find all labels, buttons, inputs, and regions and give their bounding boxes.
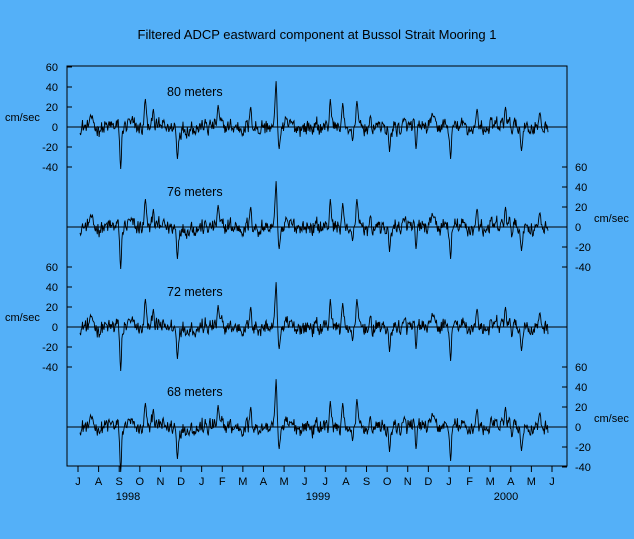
y-tick-label-3-2: 20 bbox=[46, 302, 58, 314]
y-tick-label-4-3: 0 bbox=[575, 422, 581, 434]
year-label-1: 1999 bbox=[306, 491, 330, 503]
series-label-1: 80 meters bbox=[167, 85, 223, 99]
series-label-3: 72 meters bbox=[167, 285, 223, 299]
y-tick-label-4-4: -20 bbox=[575, 442, 591, 454]
panel-3: 72 meters 60 40 20 0 -20 -40 cm/sec bbox=[5, 262, 567, 374]
x-tick-label-7: F bbox=[219, 476, 226, 488]
y-unit-label-3: cm/sec bbox=[5, 312, 40, 324]
series-label-2: 76 meters bbox=[167, 185, 223, 199]
x-tick-label-15: O bbox=[383, 476, 392, 488]
panel-1: 80 meters 60 40 20 0 -20 -40 cm/sec bbox=[5, 62, 567, 174]
y-tick-label-2-1: 40 bbox=[575, 182, 587, 194]
y-tick-label-3-3: 0 bbox=[52, 322, 58, 334]
y-tick-label-1-4: -20 bbox=[42, 142, 58, 154]
y-tick-label-3-1: 40 bbox=[46, 282, 58, 294]
x-tick-label-14: S bbox=[363, 476, 370, 488]
panels: 80 meters 60 40 20 0 -20 -40 cm/sec 76 meters 60 4… bbox=[5, 62, 629, 474]
x-tick-label-9: A bbox=[260, 476, 268, 488]
x-tick-label-21: A bbox=[507, 476, 515, 488]
y-tick-label-4-0: 60 bbox=[575, 362, 587, 374]
y-unit-label-4: cm/sec bbox=[594, 413, 629, 425]
y-unit-label-1: cm/sec bbox=[5, 112, 40, 124]
x-tick-label-17: D bbox=[424, 476, 432, 488]
y-tick-label-4-5: -40 bbox=[575, 462, 591, 474]
x-tick-label-0: J bbox=[75, 476, 81, 488]
y-tick-label-2-0: 60 bbox=[575, 162, 587, 174]
x-tick-label-10: M bbox=[280, 476, 289, 488]
x-tick-label-23: J bbox=[549, 476, 555, 488]
y-tick-label-4-2: 20 bbox=[575, 402, 587, 414]
y-tick-label-1-3: 0 bbox=[52, 122, 58, 134]
x-tick-label-4: N bbox=[156, 476, 164, 488]
y-tick-label-1-1: 40 bbox=[46, 82, 58, 94]
panel-2: 76 meters 60 40 20 0 -20 -40 cm/sec bbox=[67, 162, 629, 274]
x-tick-label-19: F bbox=[466, 476, 473, 488]
series-line-2 bbox=[79, 181, 549, 270]
y-tick-label-2-4: -20 bbox=[575, 242, 591, 254]
year-label-0: 1998 bbox=[116, 491, 140, 503]
x-tick-label-20: M bbox=[486, 476, 495, 488]
y-tick-label-3-0: 60 bbox=[46, 262, 58, 274]
x-tick-label-13: A bbox=[342, 476, 350, 488]
y-tick-label-2-5: -40 bbox=[575, 262, 591, 274]
x-tick-label-11: J bbox=[302, 476, 308, 488]
x-tick-label-16: N bbox=[404, 476, 412, 488]
y-unit-label-2: cm/sec bbox=[594, 213, 629, 225]
series-line-4 bbox=[79, 379, 549, 473]
y-tick-label-3-5: -40 bbox=[42, 362, 58, 374]
chart-title: Filtered ADCP eastward component at Buss… bbox=[138, 27, 497, 42]
plot-frame bbox=[66, 65, 568, 467]
y-tick-label-2-2: 20 bbox=[575, 202, 587, 214]
x-tick-label-8: M bbox=[238, 476, 247, 488]
x-tick-label-3: O bbox=[136, 476, 145, 488]
x-tick-label-18: J bbox=[446, 476, 452, 488]
x-tick-label-6: J bbox=[199, 476, 205, 488]
y-tick-label-1-2: 20 bbox=[46, 102, 58, 114]
series-label-4: 68 meters bbox=[167, 385, 223, 399]
series-line-1 bbox=[79, 81, 549, 170]
y-tick-label-2-3: 0 bbox=[575, 222, 581, 234]
y-tick-label-3-4: -20 bbox=[42, 342, 58, 354]
y-tick-label-1-5: -40 bbox=[42, 162, 58, 174]
x-tick-label-2: S bbox=[116, 476, 123, 488]
x-tick-label-22: M bbox=[527, 476, 536, 488]
x-tick-label-12: J bbox=[323, 476, 329, 488]
panel-4: 68 meters 60 40 20 0 -20 -40 cm/sec bbox=[67, 362, 629, 474]
series-line-3 bbox=[79, 282, 549, 372]
x-tick-label-5: D bbox=[177, 476, 185, 488]
year-label-2: 2000 bbox=[494, 491, 518, 503]
x-tick-label-1: A bbox=[95, 476, 103, 488]
y-tick-label-1-0: 60 bbox=[46, 62, 58, 74]
y-tick-label-4-1: 40 bbox=[575, 382, 587, 394]
